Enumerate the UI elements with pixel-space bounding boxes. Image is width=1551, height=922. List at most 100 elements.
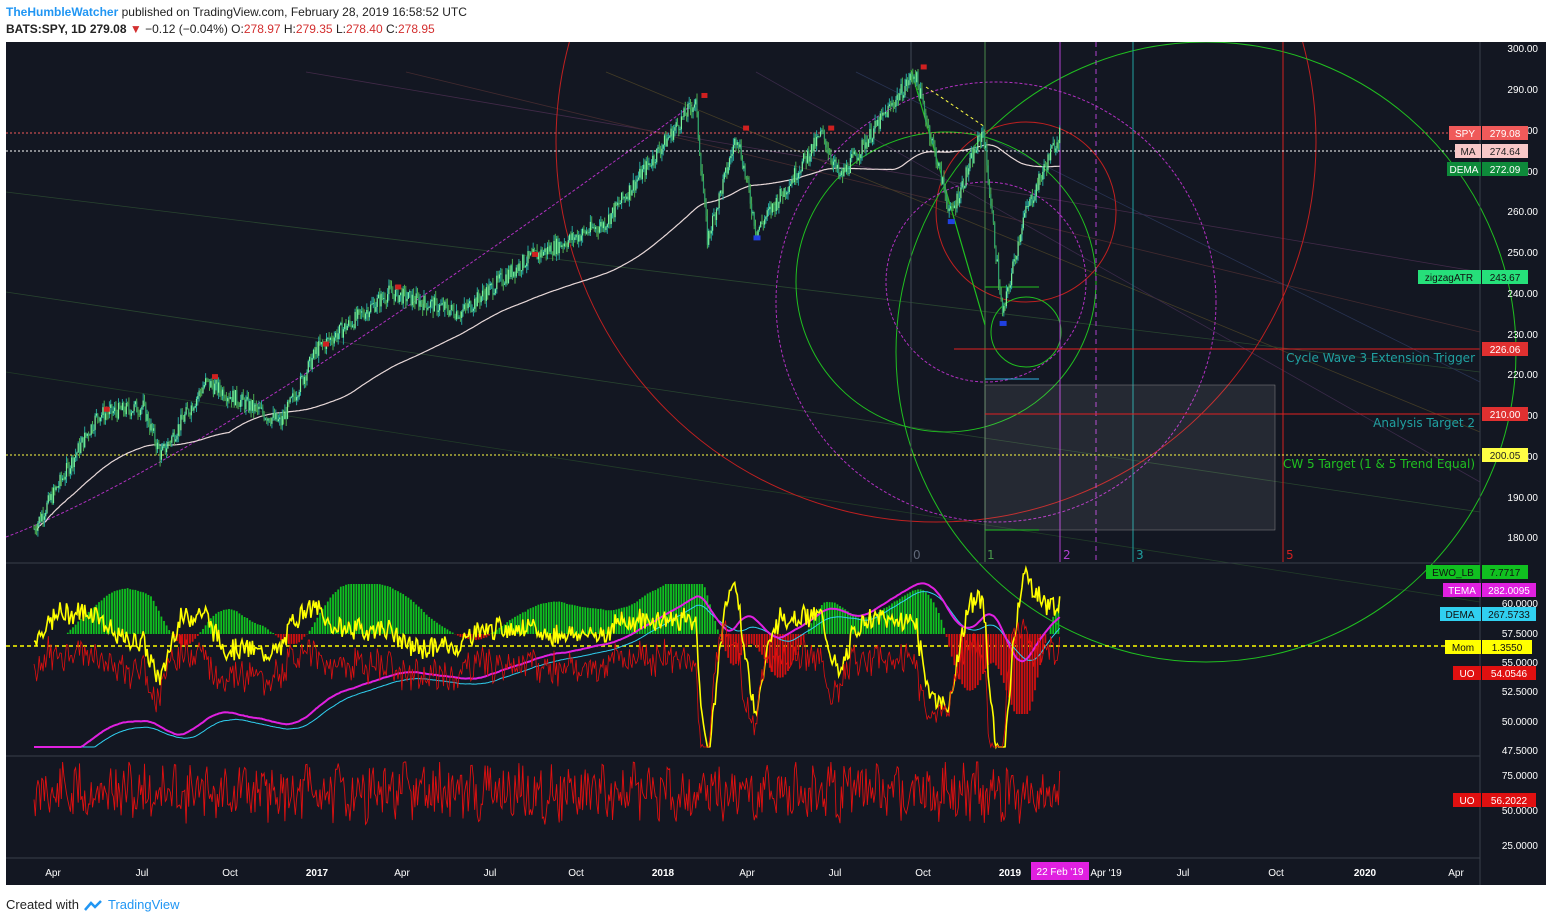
ewo-bar: [932, 602, 935, 634]
ewo-bar: [659, 587, 662, 634]
candle-body: [1056, 142, 1058, 149]
ewo-bar: [347, 584, 350, 634]
cycle-wave-label: Cycle Wave 3 Extension Trigger: [1286, 351, 1475, 365]
symbol-label[interactable]: BATS:SPY, 1D: [6, 22, 87, 36]
candle-body: [920, 88, 922, 99]
candle-body: [849, 158, 851, 173]
ewo-bar: [709, 604, 711, 634]
candle-body: [449, 310, 451, 316]
candle-body: [693, 104, 695, 108]
mom-tag-value: 1.3550: [1492, 643, 1523, 654]
candle-body: [224, 398, 226, 400]
ewo-bar: [529, 608, 532, 634]
candle-body: [172, 432, 174, 437]
candle-body: [764, 219, 766, 225]
candle-body: [938, 163, 940, 166]
ewo-bar: [711, 612, 714, 634]
price-tick: 300.00: [1507, 44, 1538, 55]
ewo-bar: [1002, 634, 1005, 683]
candle-body: [709, 230, 711, 234]
ewo-bar: [189, 634, 191, 644]
candle-body: [559, 241, 562, 247]
candle-body: [1012, 261, 1014, 274]
ewo-bar: [872, 615, 875, 634]
uo-axis[interactable]: 75.0000 50.0000 25.0000 UO 56.2022: [1453, 771, 1538, 852]
candle-body: [440, 304, 442, 306]
candle-body: [645, 161, 647, 176]
ewo-bar: [792, 634, 795, 661]
level-210-tag-bg: [1482, 407, 1528, 421]
candle-body: [366, 309, 368, 314]
chart-area[interactable]: Cycle Wave 3 Extension Trigger Analysis …: [6, 42, 1546, 885]
ewo-bar: [160, 616, 163, 634]
candle-body: [604, 222, 606, 230]
candle-body: [279, 417, 281, 420]
candle-body: [695, 99, 697, 105]
candle-body: [552, 254, 554, 256]
ma-line: [33, 144, 1060, 531]
candle-body: [727, 167, 729, 174]
ewo-bar: [789, 634, 792, 666]
candle-body: [231, 397, 233, 403]
candle-body: [358, 309, 360, 311]
candle-body: [502, 284, 504, 286]
candle-body: [877, 119, 879, 126]
candle-body: [1048, 154, 1050, 161]
ewo-bar: [703, 587, 706, 634]
ma-tag-value: 274.64: [1490, 147, 1521, 158]
ewo-bar: [644, 595, 646, 634]
candle-body: [341, 323, 343, 338]
osc-axis[interactable]: 60.0000 57.5000 55.0000 52.5000 50.0000 …: [1426, 565, 1538, 757]
candle-body: [862, 139, 864, 141]
candle-body: [533, 248, 536, 251]
target-box[interactable]: [984, 384, 1276, 531]
candle-body: [184, 414, 186, 422]
fib-time-label-5: 5: [1286, 548, 1294, 562]
candle-body: [71, 457, 73, 469]
ewo-bar: [857, 617, 860, 634]
candle-body: [956, 193, 958, 209]
ewo-bar: [113, 591, 116, 634]
ewo-bar: [553, 601, 555, 634]
ewo-bar: [131, 589, 134, 634]
candle-body: [897, 94, 900, 101]
candle-body: [624, 197, 627, 199]
ewo-bar: [735, 634, 737, 664]
price-axis[interactable]: 300.00 290.00 280.00 270.00 260.00 250.0…: [1507, 44, 1538, 544]
candle-body: [780, 188, 783, 195]
ewo-bar: [280, 634, 282, 641]
ewo-bar: [482, 634, 485, 639]
candle-body: [908, 80, 910, 86]
ewo-bar: [124, 588, 126, 634]
chart-canvas[interactable]: Cycle Wave 3 Extension Trigger Analysis …: [6, 42, 1546, 885]
candle-body: [871, 138, 874, 142]
candle-body: [163, 443, 165, 447]
candle-body: [51, 494, 53, 504]
candle-body: [702, 180, 705, 194]
candle-body: [73, 457, 75, 468]
candle-body: [892, 102, 894, 106]
candle-body: [896, 94, 898, 100]
candle-body: [544, 248, 546, 252]
ewo-bar: [677, 584, 680, 634]
time-axis[interactable]: Apr Jul Oct 2017 Apr Jul Oct 2018 Apr Ju…: [45, 862, 1464, 880]
dema-osc-tag-name: DEMA: [1446, 610, 1475, 621]
ewo-bar: [267, 629, 269, 634]
price-tick: 240.00: [1507, 289, 1538, 300]
candle-body: [731, 153, 733, 156]
candle-body: [169, 442, 172, 444]
tema-tag-bg: [1482, 583, 1536, 597]
tradingview-link[interactable]: TradingView: [108, 897, 180, 912]
candle-body: [754, 225, 757, 232]
candle-body: [505, 274, 507, 284]
candle-body: [836, 165, 838, 169]
candle-body: [658, 147, 660, 152]
author-link[interactable]: TheHumbleWatcher: [6, 5, 119, 19]
candle-body: [717, 208, 719, 210]
candle-body: [1020, 234, 1022, 242]
candle-body: [830, 154, 832, 161]
candle-body: [951, 206, 953, 208]
ewo-bar: [495, 629, 498, 634]
cw5-target-label: CW 5 Target (1 & 5 Trend Equal): [1283, 457, 1475, 471]
uo-panel: [33, 761, 1061, 826]
